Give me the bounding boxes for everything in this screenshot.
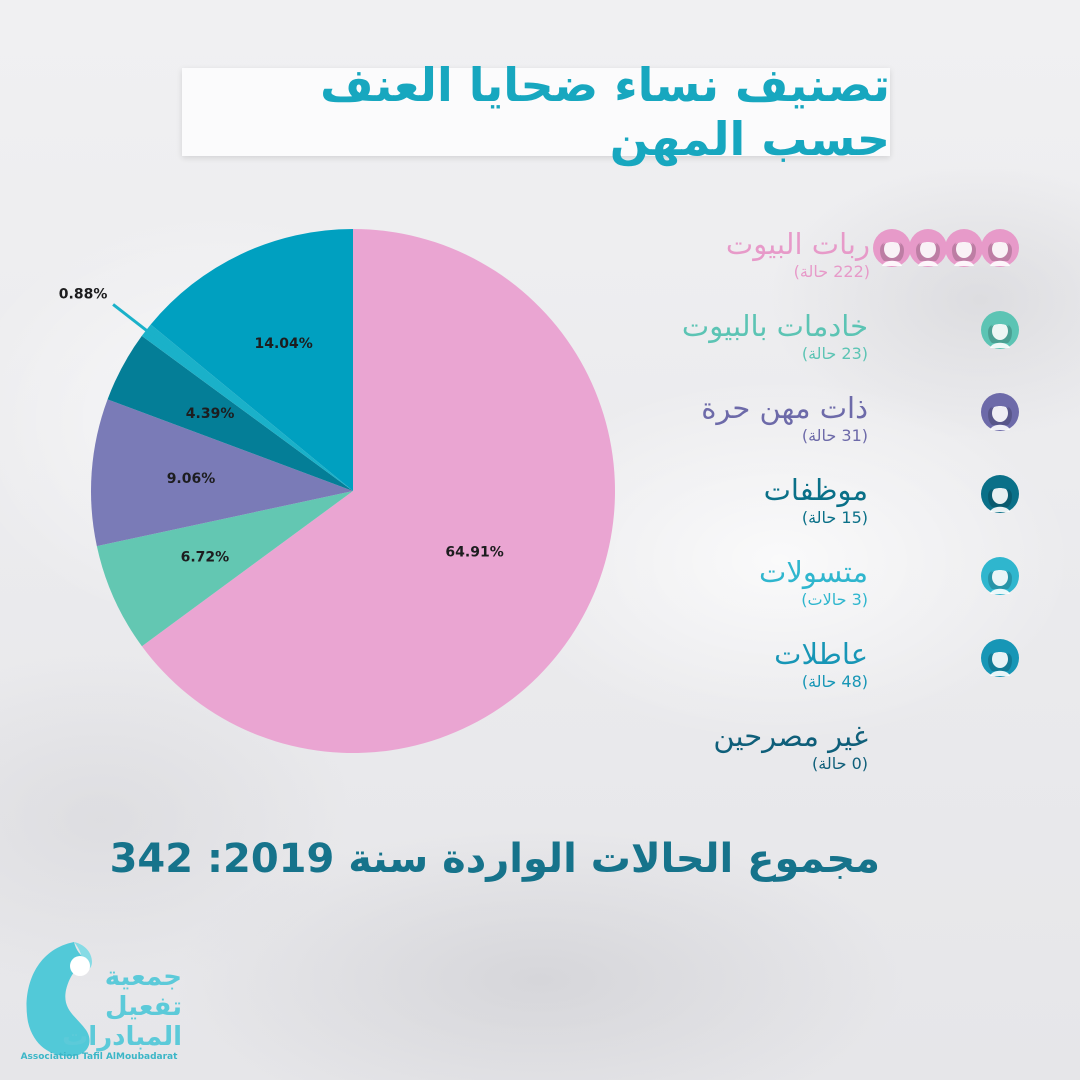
total-cases: مجموع الحالات الواردة سنة 2019: 342 <box>109 836 880 882</box>
association-logo-icon <box>26 942 92 1057</box>
pie-slice <box>90 399 353 547</box>
legend-icons <box>875 310 1020 354</box>
slice-value-label: 6.72% <box>181 550 230 566</box>
logo-name-line: جمعية <box>104 962 182 992</box>
woman-icon <box>945 229 983 267</box>
legend-label: ربات البيوت <box>725 227 870 261</box>
legend-icons <box>875 392 1020 436</box>
slice-leader-line <box>112 303 206 377</box>
logo-name-line: المبادرات <box>62 1022 182 1052</box>
legend-text: متسولات (3 حالات) <box>759 554 868 610</box>
legend-count: (0 حالة) <box>812 754 868 773</box>
woman-icon <box>981 475 1019 513</box>
legend-count: (222 حالة) <box>793 262 870 281</box>
legend-item: غير مصرحين (0 حالة) <box>660 718 1020 788</box>
legend-icons <box>875 474 1020 518</box>
legend-label: غير مصرحين <box>713 719 868 753</box>
legend-count: (15 حالة) <box>801 508 868 527</box>
legend-count: (3 حالات) <box>801 590 868 609</box>
slice-value-label: 0.88% <box>59 286 108 302</box>
legend-text: غير مصرحين (0 حالة) <box>713 718 868 774</box>
woman-icon <box>981 311 1019 349</box>
legend-text: موظفات (15 حالة) <box>764 472 868 528</box>
slice-value-label: 4.39% <box>186 406 235 422</box>
legend-label: متسولات <box>759 555 868 589</box>
woman-icon <box>981 229 1019 267</box>
slice-value-label: 64.91% <box>445 545 503 561</box>
legend-text: عاطلات (48 حالة) <box>774 636 868 692</box>
legend-count: (48 حالة) <box>801 672 868 691</box>
legend-icons <box>875 720 1020 764</box>
logo-name: جمعية تفعيل المبادرات <box>62 962 182 1052</box>
legend-icons <box>875 638 1020 682</box>
legend-text: ذات مهن حرة (31 حالة) <box>701 390 868 446</box>
pie-slice <box>96 491 353 647</box>
legend-label: عاطلات <box>774 637 868 671</box>
legend-item: متسولات (3 حالات) <box>660 554 1020 624</box>
woman-icon <box>909 229 947 267</box>
slice-value-label: 14.04% <box>254 336 312 352</box>
legend-item: عاطلات (48 حالة) <box>660 636 1020 706</box>
legend-icons <box>873 228 1020 272</box>
legend-text: خادمات بالبيوت (23 حالة) <box>682 308 868 364</box>
legend-count: (31 حالة) <box>801 426 868 445</box>
legend-item: خادمات بالبيوت (23 حالة) <box>660 308 1020 378</box>
woman-icon <box>981 393 1019 431</box>
legend-item: ربات البيوت (222 حالة) <box>660 226 1020 296</box>
legend-item: ذات مهن حرة (31 حالة) <box>660 390 1020 460</box>
slice-value-label: 9.06% <box>167 471 216 487</box>
legend-label: ذات مهن حرة <box>701 391 868 425</box>
woman-icon <box>981 557 1019 595</box>
pie-slice <box>141 229 616 753</box>
legend-label: خادمات بالبيوت <box>681 309 868 343</box>
page-title: تصنيف نساء ضحايا العنف حسب المهن <box>320 58 890 166</box>
legend-count: (23 حالة) <box>801 344 868 363</box>
legend-label: موظفات <box>763 473 868 507</box>
pie-slice <box>150 228 353 491</box>
pie-slice <box>107 335 353 491</box>
legend-item: موظفات (15 حالة) <box>660 472 1020 542</box>
logo-name-line: تفعيل <box>105 992 182 1022</box>
logo-english-name: Association Tafil AlMoubadarat <box>20 1052 178 1062</box>
woman-icon <box>873 229 911 267</box>
woman-icon <box>981 639 1019 677</box>
legend-text: ربات البيوت (222 حالة) <box>726 226 870 282</box>
title-banner: تصنيف نساء ضحايا العنف حسب المهن <box>182 58 890 166</box>
legend-icons <box>875 556 1020 600</box>
